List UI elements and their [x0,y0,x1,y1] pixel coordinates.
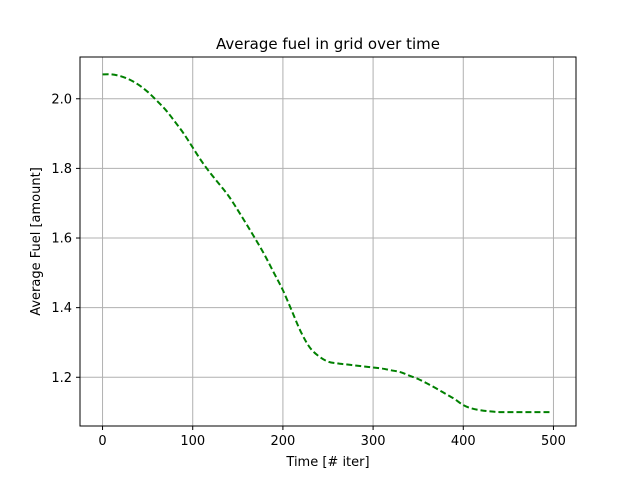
axis-ticks: 0 100 200 300 400 500 1.2 1.4 1.6 1.8 2.0 [51,92,566,449]
y-axis-label: Average Fuel [amount] [29,167,44,316]
plot-area-frame [79,56,577,427]
x-tick-label: 400 [451,434,476,449]
fuel-series-line [102,73,551,414]
y-tick-label: 1.4 [51,301,72,316]
y-tick-label: 1.6 [51,232,72,247]
grid [80,57,576,426]
x-tick-label: 100 [180,434,205,449]
y-tick-label: 2.0 [51,92,72,107]
y-tick-label: 1.2 [51,371,72,386]
y-tick-label: 1.8 [51,162,72,177]
x-tick-label: 300 [361,434,386,449]
x-axis-label: Time [# iter] [285,455,369,470]
x-tick-label: 0 [98,434,106,449]
x-tick-label: 500 [541,434,566,449]
x-tick-label: 200 [270,434,295,449]
chart-title: Average fuel in grid over time [216,35,440,53]
